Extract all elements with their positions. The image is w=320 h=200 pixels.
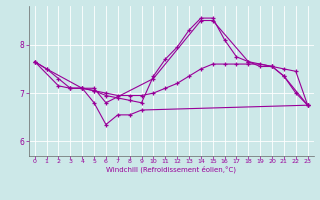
- X-axis label: Windchill (Refroidissement éolien,°C): Windchill (Refroidissement éolien,°C): [106, 166, 236, 173]
